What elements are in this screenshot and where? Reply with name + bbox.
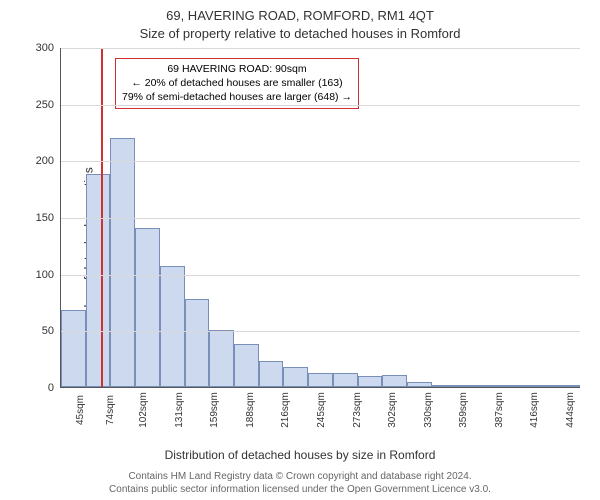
x-tick: 188sqm: [245, 392, 256, 428]
gridline: [61, 331, 580, 332]
x-tick: 45sqm: [75, 395, 86, 425]
plot-area: 69 HAVERING ROAD: 90sqm ← 20% of detache…: [60, 48, 580, 388]
bar: [531, 385, 556, 387]
bar: [86, 174, 111, 387]
y-tick: 50: [26, 325, 54, 337]
chart-container: 69, HAVERING ROAD, ROMFORD, RM1 4QT Size…: [0, 0, 600, 500]
x-tick: 131sqm: [173, 392, 184, 428]
gridline: [61, 275, 580, 276]
y-tick: 250: [26, 99, 54, 111]
bar: [555, 385, 580, 387]
gridline: [61, 48, 580, 49]
bar: [308, 373, 333, 387]
x-tick: 102sqm: [138, 392, 149, 428]
gridline: [61, 218, 580, 219]
bar: [234, 344, 259, 387]
footer-attribution: Contains HM Land Registry data © Crown c…: [0, 470, 600, 496]
footer-line2: Contains public sector information licen…: [0, 483, 600, 496]
x-tick: 245sqm: [316, 392, 327, 428]
chart-title-line1: 69, HAVERING ROAD, ROMFORD, RM1 4QT: [0, 8, 600, 23]
y-tick: 300: [26, 42, 54, 54]
bar: [382, 375, 407, 387]
bar: [283, 367, 308, 387]
bar: [185, 299, 210, 387]
x-ticks-group: 45sqm74sqm102sqm131sqm159sqm188sqm216sqm…: [60, 390, 580, 401]
bar: [457, 385, 482, 387]
bar: [209, 330, 234, 387]
bar: [407, 382, 432, 387]
x-tick: 416sqm: [529, 392, 540, 428]
y-tick: 0: [26, 382, 54, 394]
gridline: [61, 105, 580, 106]
bar: [358, 376, 383, 387]
y-tick: 100: [26, 269, 54, 281]
bar: [160, 266, 185, 387]
x-tick: 302sqm: [387, 392, 398, 428]
x-tick: 159sqm: [209, 392, 220, 428]
x-tick: 387sqm: [494, 392, 505, 428]
bar: [61, 310, 86, 387]
bar: [481, 385, 506, 387]
y-tick: 200: [26, 155, 54, 167]
footer-line1: Contains HM Land Registry data © Crown c…: [0, 470, 600, 483]
bar: [259, 361, 284, 387]
y-tick: 150: [26, 212, 54, 224]
x-tick: 359sqm: [458, 392, 469, 428]
bar: [432, 385, 457, 387]
gridline: [61, 161, 580, 162]
callout-box: 69 HAVERING ROAD: 90sqm ← 20% of detache…: [115, 58, 359, 109]
x-tick: 330sqm: [422, 392, 433, 428]
chart-title-line2: Size of property relative to detached ho…: [0, 26, 600, 41]
x-axis-label: Distribution of detached houses by size …: [0, 448, 600, 462]
bar: [506, 385, 531, 387]
x-tick: 216sqm: [280, 392, 291, 428]
x-tick: 444sqm: [565, 392, 576, 428]
callout-line2: ← 20% of detached houses are smaller (16…: [122, 76, 352, 90]
x-tick: 273sqm: [351, 392, 362, 428]
bar: [333, 373, 358, 387]
callout-line1: 69 HAVERING ROAD: 90sqm: [122, 62, 352, 76]
bar: [135, 228, 160, 387]
x-tick: 74sqm: [105, 395, 116, 425]
bar: [110, 138, 135, 387]
callout-line3: 79% of semi-detached houses are larger (…: [122, 90, 352, 104]
